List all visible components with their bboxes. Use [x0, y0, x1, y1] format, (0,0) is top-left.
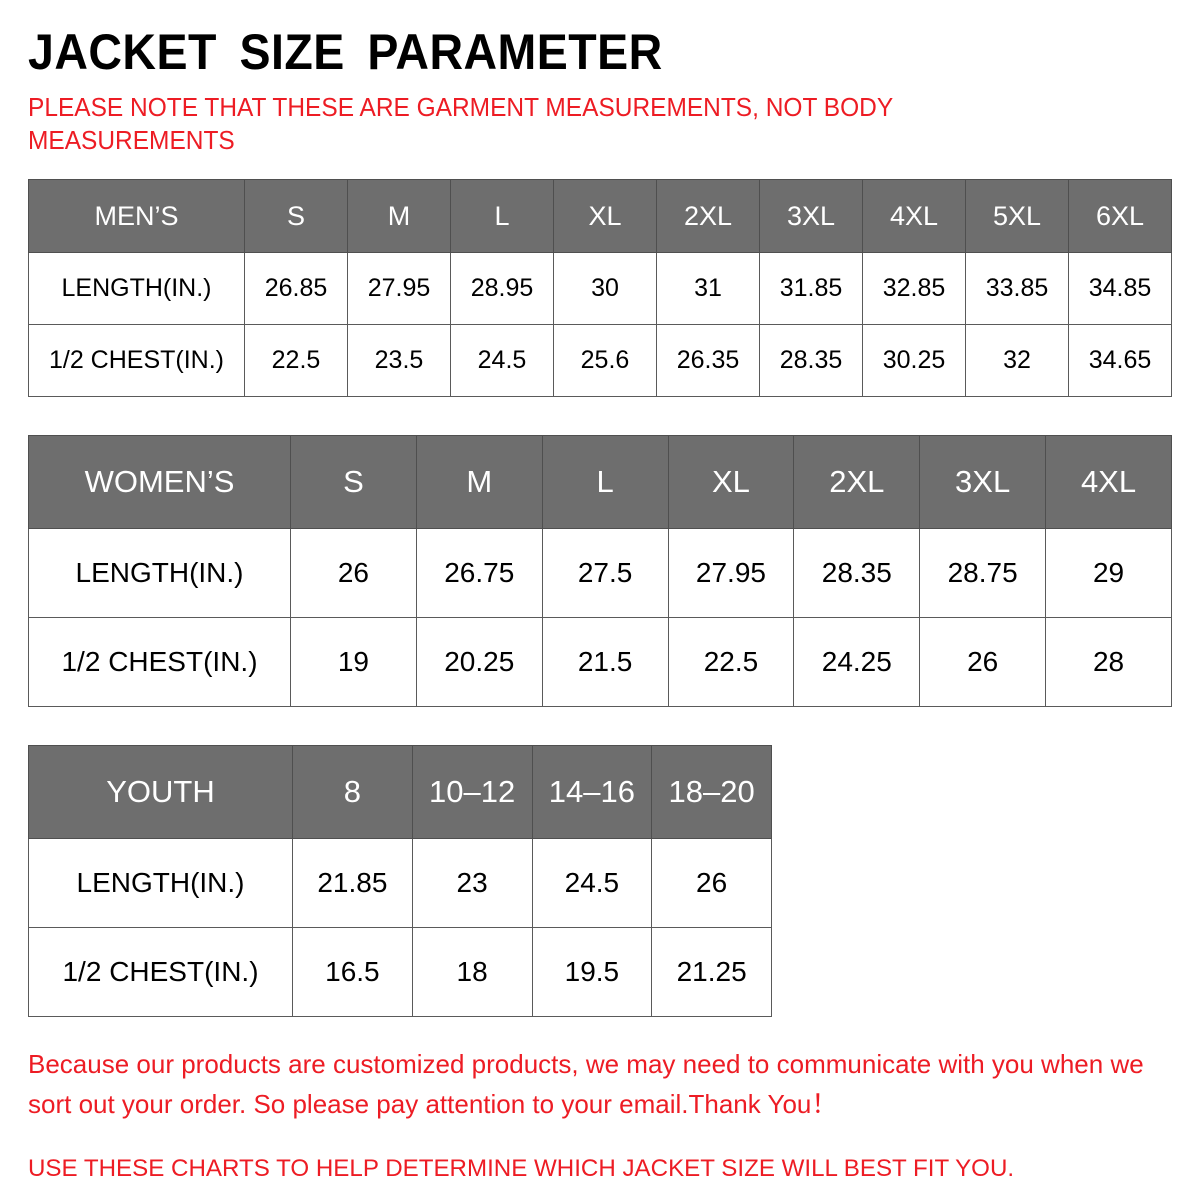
- mens-row-label-length: LENGTH(IN.): [28, 252, 245, 326]
- youth-size-header-18-20: 18–20: [651, 745, 772, 840]
- footer-notes: Because our products are customized prod…: [28, 1017, 1172, 1187]
- womens-chest-4xl: 28: [1045, 617, 1172, 708]
- mens-corner-label: MEN’S: [28, 179, 245, 254]
- womens-chest-l: 21.5: [541, 617, 669, 708]
- youth-table-body: LENGTH(IN.) 21.85 23 24.5 26 1/2 CHEST(I…: [28, 838, 772, 1018]
- mens-chest-l: 24.5: [450, 324, 554, 398]
- mens-length-s: 26.85: [244, 252, 348, 326]
- table-row: LENGTH(IN.) 26 26.75 27.5 27.95 28.35 28…: [28, 528, 1172, 619]
- mens-length-m: 27.95: [347, 252, 451, 326]
- youth-length-14-16: 24.5: [531, 838, 653, 929]
- youth-length-10-12: 23: [411, 838, 533, 929]
- womens-length-l: 27.5: [541, 528, 669, 619]
- womens-size-header-l: L: [541, 435, 669, 530]
- garment-measurement-note: PLEASE NOTE THAT THESE ARE GARMENT MEASU…: [28, 94, 893, 155]
- mens-table-head: MEN’S S M L XL 2XL 3XL 4XL 5XL 6XL: [28, 179, 1172, 254]
- womens-length-s: 26: [290, 528, 417, 619]
- table-header-row: MEN’S S M L XL 2XL 3XL 4XL 5XL 6XL: [28, 179, 1172, 254]
- womens-size-header-2xl: 2XL: [793, 435, 921, 530]
- mens-size-header-5xl: 5XL: [965, 179, 1069, 254]
- table-row: 1/2 CHEST(IN.) 22.5 23.5 24.5 25.6 26.35…: [28, 324, 1172, 398]
- table-row: LENGTH(IN.) 21.85 23 24.5 26: [28, 838, 772, 929]
- mens-length-3xl: 31.85: [759, 252, 863, 326]
- mens-chest-s: 22.5: [244, 324, 348, 398]
- mens-size-header-3xl: 3XL: [759, 179, 863, 254]
- table-header-row: WOMEN’S S M L XL 2XL 3XL 4XL: [28, 435, 1172, 530]
- mens-size-table: MEN’S S M L XL 2XL 3XL 4XL 5XL 6XL LENGT…: [28, 179, 1172, 398]
- womens-chest-xl: 22.5: [667, 617, 795, 708]
- mens-size-header-s: S: [244, 179, 348, 254]
- youth-length-8: 21.85: [292, 838, 413, 929]
- womens-length-4xl: 29: [1045, 528, 1172, 619]
- table-row: 1/2 CHEST(IN.) 16.5 18 19.5 21.25: [28, 927, 772, 1018]
- womens-corner-label: WOMEN’S: [28, 435, 291, 530]
- youth-chest-10-12: 18: [411, 927, 533, 1018]
- youth-row-label-length: LENGTH(IN.): [28, 838, 293, 929]
- mens-chest-m: 23.5: [347, 324, 451, 398]
- mens-length-5xl: 33.85: [965, 252, 1069, 326]
- mens-length-6xl: 34.85: [1068, 252, 1172, 326]
- womens-size-table: WOMEN’S S M L XL 2XL 3XL 4XL LENGTH(IN.)…: [28, 435, 1172, 708]
- mens-length-l: 28.95: [450, 252, 554, 326]
- womens-length-2xl: 28.35: [793, 528, 921, 619]
- womens-row-label-chest: 1/2 CHEST(IN.): [28, 617, 291, 708]
- mens-size-header-m: M: [347, 179, 451, 254]
- chart-usage-note: USE THESE CHARTS TO HELP DETERMINE WHICH…: [28, 1155, 1015, 1183]
- womens-chest-m: 20.25: [415, 617, 543, 708]
- youth-row-label-chest: 1/2 CHEST(IN.): [28, 927, 293, 1018]
- youth-size-header-8: 8: [292, 745, 413, 840]
- youth-table-head: YOUTH 8 10–12 14–16 18–20: [28, 745, 772, 840]
- table-header-row: YOUTH 8 10–12 14–16 18–20: [28, 745, 772, 840]
- womens-length-xl: 27.95: [667, 528, 795, 619]
- womens-size-header-xl: XL: [667, 435, 795, 530]
- mens-chest-3xl: 28.35: [759, 324, 863, 398]
- table-row: 1/2 CHEST(IN.) 19 20.25 21.5 22.5 24.25 …: [28, 617, 1172, 708]
- mens-size-header-2xl: 2XL: [656, 179, 760, 254]
- womens-size-header-4xl: 4XL: [1045, 435, 1172, 530]
- mens-length-4xl: 32.85: [862, 252, 966, 326]
- page-title: JACKET SIZE PARAMETER: [28, 24, 663, 80]
- womens-length-3xl: 28.75: [919, 528, 1047, 619]
- youth-size-table: YOUTH 8 10–12 14–16 18–20 LENGTH(IN.) 21…: [28, 745, 772, 1018]
- mens-table-body: LENGTH(IN.) 26.85 27.95 28.95 30 31 31.8…: [28, 252, 1172, 398]
- mens-chest-xl: 25.6: [553, 324, 657, 398]
- mens-chest-5xl: 32: [965, 324, 1069, 398]
- youth-chest-18-20: 21.25: [651, 927, 772, 1018]
- womens-size-header-m: M: [415, 435, 543, 530]
- mens-length-2xl: 31: [656, 252, 760, 326]
- womens-length-m: 26.75: [415, 528, 543, 619]
- mens-chest-4xl: 30.25: [862, 324, 966, 398]
- womens-chest-3xl: 26: [919, 617, 1047, 708]
- mens-size-header-l: L: [450, 179, 554, 254]
- mens-chest-2xl: 26.35: [656, 324, 760, 398]
- mens-row-label-chest: 1/2 CHEST(IN.): [28, 324, 245, 398]
- womens-row-label-length: LENGTH(IN.): [28, 528, 291, 619]
- youth-size-header-10-12: 10–12: [411, 745, 533, 840]
- womens-chest-2xl: 24.25: [793, 617, 921, 708]
- youth-chest-8: 16.5: [292, 927, 413, 1018]
- mens-length-xl: 30: [553, 252, 657, 326]
- mens-size-header-4xl: 4XL: [862, 179, 966, 254]
- womens-size-header-s: S: [290, 435, 417, 530]
- youth-length-18-20: 26: [651, 838, 772, 929]
- womens-chest-s: 19: [290, 617, 417, 708]
- mens-size-header-6xl: 6XL: [1068, 179, 1172, 254]
- mens-chest-6xl: 34.65: [1068, 324, 1172, 398]
- customization-note: Because our products are customized prod…: [28, 1049, 1144, 1119]
- youth-chest-14-16: 19.5: [531, 927, 653, 1018]
- womens-table-body: LENGTH(IN.) 26 26.75 27.5 27.95 28.35 28…: [28, 528, 1172, 708]
- womens-table-head: WOMEN’S S M L XL 2XL 3XL 4XL: [28, 435, 1172, 530]
- youth-corner-label: YOUTH: [28, 745, 293, 840]
- mens-size-header-xl: XL: [553, 179, 657, 254]
- youth-size-header-14-16: 14–16: [531, 745, 653, 840]
- table-row: LENGTH(IN.) 26.85 27.95 28.95 30 31 31.8…: [28, 252, 1172, 326]
- womens-size-header-3xl: 3XL: [919, 435, 1047, 530]
